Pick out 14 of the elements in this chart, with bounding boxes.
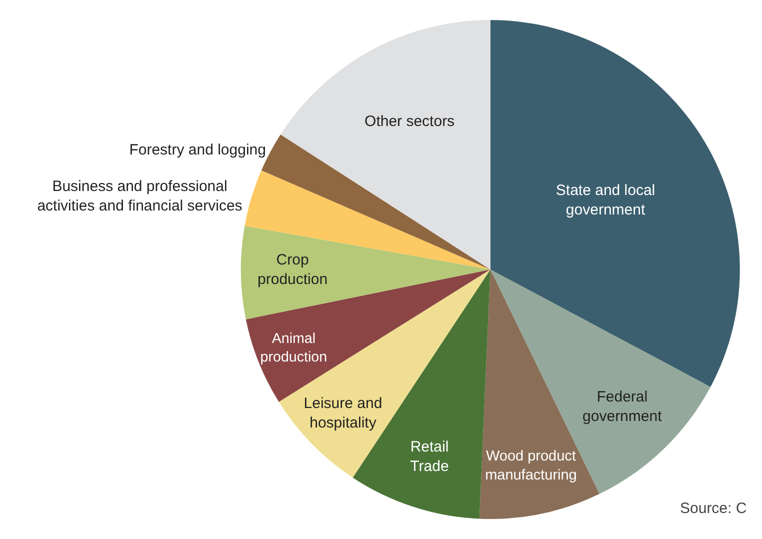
slice-label: Animal production bbox=[260, 331, 328, 366]
slice-label: Business and professional activities and financial services bbox=[37, 178, 242, 214]
slice-label: Crop production bbox=[258, 251, 328, 288]
slice-label: Forestry and logging bbox=[129, 142, 266, 159]
slice-label: State and local government bbox=[556, 182, 656, 219]
slice-label: Retail Trade bbox=[410, 438, 449, 476]
slice-label: Federal government bbox=[582, 388, 663, 426]
slice-label: Leisure and hospitality bbox=[304, 394, 382, 432]
source-note: Source: C bbox=[680, 500, 747, 517]
slice-label: Wood product manufacturing bbox=[485, 448, 577, 484]
pie-slice bbox=[240, 226, 490, 320]
slice-label: Other sectors bbox=[364, 112, 455, 130]
pie-slice bbox=[244, 170, 490, 270]
pie-slice bbox=[490, 20, 740, 387]
